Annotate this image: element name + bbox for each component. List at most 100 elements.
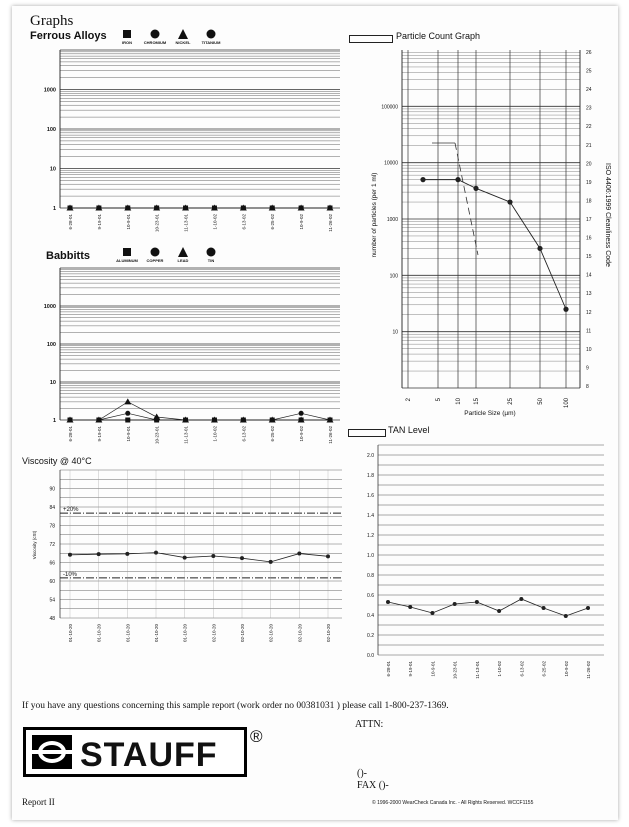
legend-label: TITANIUM bbox=[201, 40, 221, 45]
x-tick-label: 9-19-01 bbox=[97, 426, 102, 442]
data-point bbox=[269, 417, 275, 423]
data-point bbox=[563, 614, 568, 618]
data-point bbox=[455, 177, 461, 183]
data-point bbox=[96, 205, 102, 211]
y-tick-label: 0.2 bbox=[367, 633, 374, 639]
x-tick-label: 10-23-01 bbox=[453, 661, 458, 680]
x-tick-label: 10-23-01 bbox=[155, 214, 160, 233]
data-point bbox=[211, 554, 216, 559]
triangle-marker-icon bbox=[178, 247, 188, 257]
iso-tick-label: 15 bbox=[586, 254, 592, 260]
legend-label: NICKEL bbox=[175, 40, 191, 45]
x-tick-label: 11-26-02 bbox=[586, 661, 591, 679]
data-point bbox=[124, 398, 132, 405]
x-tick-label: 01-10-20 bbox=[154, 624, 159, 643]
x-axis-label: Particle Size (µm) bbox=[464, 410, 515, 417]
legend-item: IRON bbox=[116, 28, 138, 45]
page-title: Graphs bbox=[30, 13, 74, 29]
data-point bbox=[298, 205, 304, 211]
data-point bbox=[507, 199, 513, 205]
data-point bbox=[541, 606, 546, 610]
data-point bbox=[563, 306, 569, 312]
y-tick-label: 48 bbox=[49, 616, 55, 622]
x-tick-label: 6-28-01 bbox=[68, 426, 73, 442]
babbitts-legend: ALUMINUM COPPER LEAD TIN bbox=[116, 246, 222, 263]
ferrous-legend: IRON CHROMIUM NICKEL TITANIUM bbox=[116, 28, 222, 45]
x-tick-label: 6-25-02 bbox=[542, 661, 547, 677]
data-point bbox=[211, 205, 217, 211]
x-tick-label: 6-28-01 bbox=[386, 661, 391, 677]
legend-label: LEAD bbox=[177, 258, 189, 263]
tan-title: TAN Level bbox=[388, 425, 430, 435]
iso-tick-label: 9 bbox=[586, 365, 589, 371]
iso-tick-label: 23 bbox=[586, 106, 592, 112]
stauff-logo: STAUFF bbox=[23, 727, 247, 777]
x-tick-label: 1-10-02 bbox=[212, 214, 217, 230]
data-point bbox=[68, 552, 72, 557]
x-tick-label: 25 bbox=[508, 397, 514, 404]
y-tick-label: 60 bbox=[49, 579, 55, 585]
x-tick-label: 02-10-20 bbox=[211, 624, 216, 643]
data-point bbox=[125, 410, 131, 416]
particle-title: Particle Count Graph bbox=[396, 31, 481, 41]
particle-legend-box bbox=[349, 35, 393, 43]
y-tick-label: 1.2 bbox=[367, 533, 374, 539]
x-tick-label: 10-23-01 bbox=[155, 426, 160, 445]
y-tick-label: 1000 bbox=[44, 88, 56, 94]
data-point bbox=[211, 417, 217, 423]
x-tick-label: 11-13-01 bbox=[184, 214, 189, 232]
data-point bbox=[269, 205, 275, 211]
legend-item: CHROMIUM bbox=[144, 28, 166, 45]
series-line bbox=[387, 598, 589, 617]
data-point bbox=[240, 556, 244, 561]
x-tick-label: 6-25-02 bbox=[270, 426, 275, 442]
data-point bbox=[182, 555, 187, 560]
legend-label: TIN bbox=[207, 258, 215, 263]
triangle-marker-icon bbox=[178, 29, 188, 39]
legend-item: COPPER bbox=[144, 246, 166, 263]
y-axis-label: number of particles (per 1 ml) bbox=[371, 173, 378, 258]
series-line bbox=[423, 179, 567, 310]
tan-legend-box bbox=[348, 429, 386, 437]
x-tick-label: 01-10-20 bbox=[183, 624, 188, 643]
x-tick-label: 50 bbox=[538, 397, 544, 404]
x-tick-label: 10 bbox=[456, 397, 462, 404]
legend-item: LEAD bbox=[172, 246, 194, 263]
iso-axis-label: ISO 4406:1999 Cleanliness Code bbox=[604, 163, 611, 267]
viscosity-title: Viscosity @ 40°C bbox=[22, 456, 92, 466]
x-tick-label: 6-13-02 bbox=[519, 661, 524, 677]
fax-line: FAX ()- bbox=[357, 780, 389, 791]
x-tick-label: 6-28-01 bbox=[68, 214, 73, 230]
x-tick-label: 100 bbox=[564, 397, 570, 408]
x-tick-label: 5 bbox=[436, 397, 442, 401]
x-tick-label: 10-9-01 bbox=[430, 661, 435, 677]
x-tick-label: 02-10-20 bbox=[269, 624, 274, 643]
y-tick-label: 1000 bbox=[387, 217, 398, 223]
x-tick-label: 11-13-01 bbox=[475, 661, 480, 679]
y-tick-label: 100 bbox=[390, 273, 399, 279]
data-point bbox=[67, 205, 73, 211]
x-tick-label: 2 bbox=[406, 397, 412, 401]
attn-label: ATTN: bbox=[355, 719, 384, 730]
y-tick-label: 72 bbox=[49, 542, 55, 548]
legend-item: ALUMINUM bbox=[116, 246, 138, 263]
x-tick-label: 6-13-02 bbox=[241, 214, 246, 230]
x-tick-label: 10-9-02 bbox=[299, 426, 304, 442]
x-tick-label: 02-10-20 bbox=[240, 624, 245, 643]
data-point bbox=[125, 205, 131, 211]
legend-label: IRON bbox=[122, 40, 132, 45]
data-point bbox=[154, 205, 160, 211]
circle-marker-icon bbox=[206, 29, 216, 39]
y-tick-label: 1.0 bbox=[367, 553, 374, 559]
data-point bbox=[327, 205, 333, 211]
legend-label: CHROMIUM bbox=[143, 40, 167, 45]
iso-tick-label: 20 bbox=[586, 161, 592, 167]
legend-item: TIN bbox=[200, 246, 222, 263]
x-tick-label: 01-10-20 bbox=[68, 624, 73, 643]
data-point bbox=[96, 417, 102, 423]
phone-line: ()- bbox=[357, 768, 367, 779]
series-line bbox=[69, 552, 329, 563]
y-tick-label: 10 bbox=[392, 330, 398, 336]
data-point bbox=[183, 417, 189, 423]
data-point bbox=[298, 417, 304, 423]
